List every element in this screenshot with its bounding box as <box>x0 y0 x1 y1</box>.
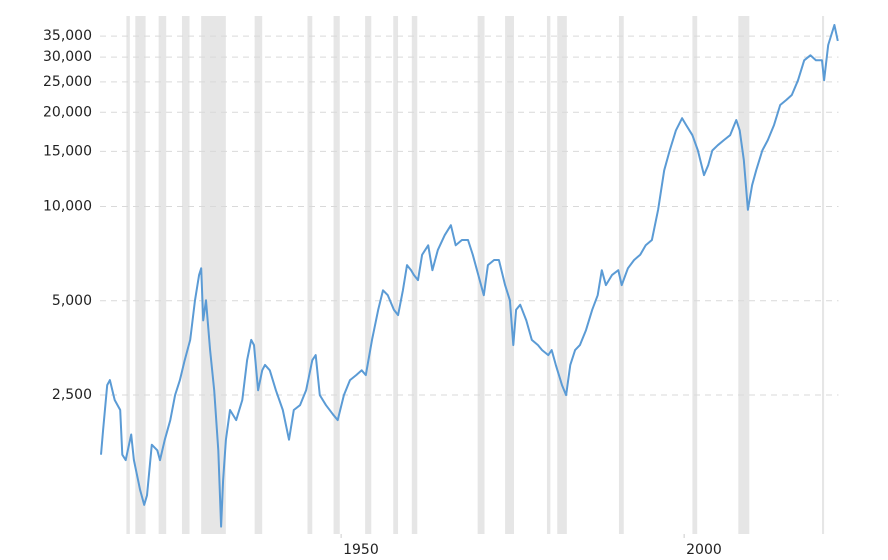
recession-band <box>254 16 263 534</box>
recession-band <box>333 16 340 534</box>
y-tick-label: 35,000 <box>43 28 92 44</box>
recession-band <box>822 16 825 534</box>
recession-band <box>135 16 146 534</box>
y-tick-label: 10,000 <box>43 199 92 215</box>
recession-band <box>393 16 399 534</box>
recession-band <box>181 16 190 534</box>
x-tick-label: 2000 <box>686 542 722 558</box>
y-tick-label: 15,000 <box>43 143 92 159</box>
recession-band <box>505 16 514 534</box>
y-tick-label: 20,000 <box>43 104 92 120</box>
y-tick-label: 2,500 <box>52 387 92 403</box>
recession-band <box>365 16 372 534</box>
recession-band <box>126 16 130 534</box>
recession-band <box>692 16 698 534</box>
recession-band <box>201 16 226 534</box>
recession-band <box>618 16 624 534</box>
recession-band <box>557 16 567 534</box>
y-tick-label: 30,000 <box>43 49 92 65</box>
recession-band <box>546 16 551 534</box>
recession-band <box>738 16 750 534</box>
recession-band <box>477 16 485 534</box>
y-tick-label: 25,000 <box>43 74 92 90</box>
recession-band <box>307 16 313 534</box>
y-tick-label: 5,000 <box>52 293 92 309</box>
x-tick-label: 1950 <box>343 542 379 558</box>
recession-band <box>158 16 167 534</box>
price-line <box>100 24 839 528</box>
